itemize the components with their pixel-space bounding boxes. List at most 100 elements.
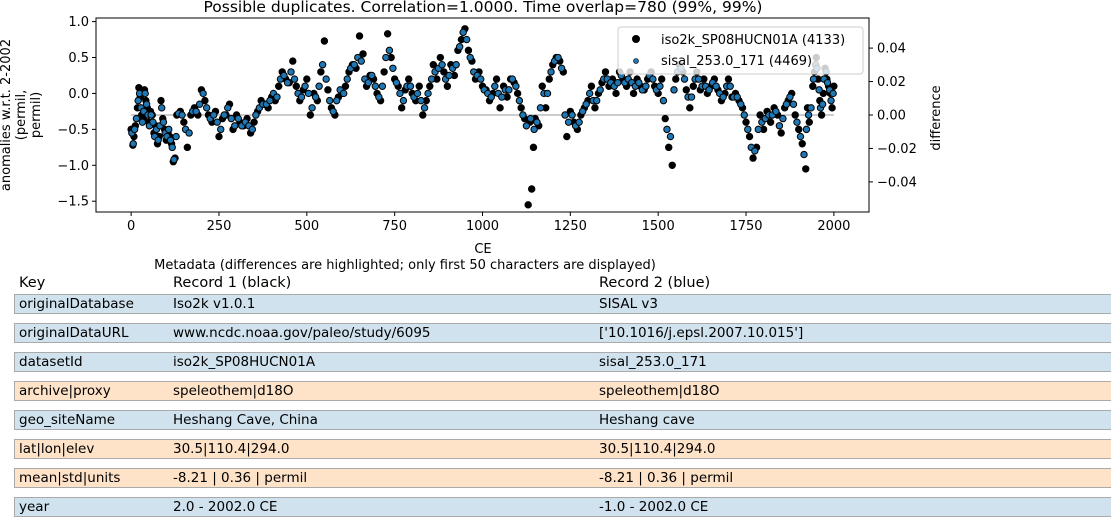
- record2-point: [399, 96, 408, 105]
- x-tick-label: 1000: [466, 219, 499, 234]
- record1-point: [724, 75, 733, 83]
- record1-point: [791, 111, 799, 119]
- record2-point: [172, 132, 180, 141]
- record2-point: [202, 104, 211, 112]
- record2-point: [533, 118, 541, 126]
- metadata-record2-value: Heshang cave: [599, 412, 695, 428]
- record2-point: [141, 89, 149, 98]
- record2-point: [663, 125, 671, 134]
- y-right-tick-label: 0.02: [877, 75, 906, 90]
- x-tick-label: 1750: [729, 219, 762, 234]
- record1-point: [672, 75, 680, 83]
- record2-point: [519, 111, 527, 119]
- record1-point: [809, 82, 817, 90]
- metadata-record1-value: speleothem|d18O: [173, 383, 294, 399]
- metadata-header-record1: Record 1 (black): [173, 275, 292, 291]
- record1-point: [320, 37, 329, 45]
- record2-point: [290, 75, 299, 83]
- record2-point: [666, 132, 675, 141]
- record2-point: [515, 96, 524, 105]
- x-tick-label: 750: [382, 219, 407, 234]
- record2-point: [217, 125, 225, 134]
- record1-point: [275, 82, 283, 90]
- record2-point: [712, 82, 720, 90]
- record2-point: [357, 57, 365, 65]
- record2-point: [635, 78, 643, 87]
- y-right-tick-label: 0.00: [877, 109, 906, 124]
- record2-point: [315, 82, 323, 90]
- metadata-header-key: Key: [19, 275, 46, 291]
- record2-point: [596, 86, 604, 94]
- record1-point: [215, 132, 223, 141]
- record1-point: [756, 111, 764, 119]
- record2-point: [220, 111, 228, 119]
- legend-box: [617, 26, 864, 75]
- metadata-key: year: [19, 499, 50, 515]
- record2-point: [424, 89, 432, 98]
- y-axis-label-line: anomalies w.r.t. 2-2002: [0, 39, 14, 191]
- record2-point: [280, 71, 288, 80]
- record2-point: [751, 147, 759, 155]
- record2-point: [793, 118, 801, 126]
- record2-point: [754, 125, 763, 134]
- record2-point: [252, 111, 260, 119]
- record1-point: [380, 68, 388, 76]
- record2-point: [786, 93, 794, 101]
- record1-point: [250, 118, 258, 126]
- record2-point: [656, 82, 664, 90]
- record1-point: [440, 68, 448, 76]
- record2-point: [530, 125, 538, 134]
- metadata-key: mean|std|units: [19, 470, 121, 486]
- record1-point: [527, 185, 536, 193]
- record1-point: [538, 82, 546, 90]
- record2-point: [522, 122, 531, 130]
- record1-point: [443, 82, 452, 90]
- record2-point: [568, 111, 576, 119]
- record2-point: [823, 78, 832, 87]
- record1-point: [828, 104, 836, 112]
- record1-point: [591, 104, 599, 112]
- record2-point: [199, 89, 207, 98]
- record1-point: [292, 82, 300, 90]
- metadata-record1-value: iso2k_SP08HUCN01A: [173, 354, 316, 370]
- y-tick-label: −0.5: [57, 123, 89, 138]
- metadata-record1-value: www.ncdc.noaa.gov/paleo/study/6095: [173, 325, 431, 341]
- record2-point: [829, 89, 837, 98]
- record2-point: [543, 89, 552, 98]
- record2-point: [318, 61, 327, 69]
- record2-point: [231, 122, 239, 130]
- record1-point: [419, 111, 427, 119]
- record2-point: [809, 75, 818, 83]
- record2-point: [455, 43, 464, 51]
- record2-point: [804, 111, 813, 119]
- record1-point: [383, 30, 392, 38]
- record2-point: [477, 75, 485, 83]
- x-tick-label: 2000: [817, 219, 850, 234]
- record1-point: [601, 68, 610, 76]
- record2-point: [301, 82, 309, 90]
- record2-point: [340, 89, 348, 98]
- record2-point: [554, 53, 562, 62]
- x-tick-label: 500: [294, 219, 319, 234]
- record2-point: [389, 64, 397, 72]
- record2-point: [129, 140, 137, 148]
- metadata-record2-value: -1.0 - 2002.0 CE: [599, 499, 709, 515]
- metadata-record2-value: SISAL v3: [599, 296, 658, 312]
- record1-point: [517, 104, 525, 112]
- metadata-record1-value: Heshang Cave, China: [173, 412, 318, 428]
- metadata-key: archive|proxy: [19, 383, 111, 399]
- y-tick-label: −1.0: [57, 159, 89, 174]
- record2-point: [329, 107, 337, 116]
- record1-point: [545, 75, 553, 83]
- record1-point: [587, 82, 596, 90]
- record1-point: [303, 75, 311, 83]
- record1-point: [745, 132, 754, 141]
- metadata-key: lat|lon|elev: [19, 441, 95, 457]
- record2-point: [332, 96, 341, 105]
- metadata-record2-value: speleothem|d18O: [599, 383, 720, 399]
- metadata-record2-value: -8.21 | 0.36 | permil: [599, 470, 734, 486]
- record2-point: [726, 82, 734, 90]
- record2-point: [694, 75, 703, 83]
- record2-point: [283, 78, 292, 87]
- record2-point: [248, 125, 257, 134]
